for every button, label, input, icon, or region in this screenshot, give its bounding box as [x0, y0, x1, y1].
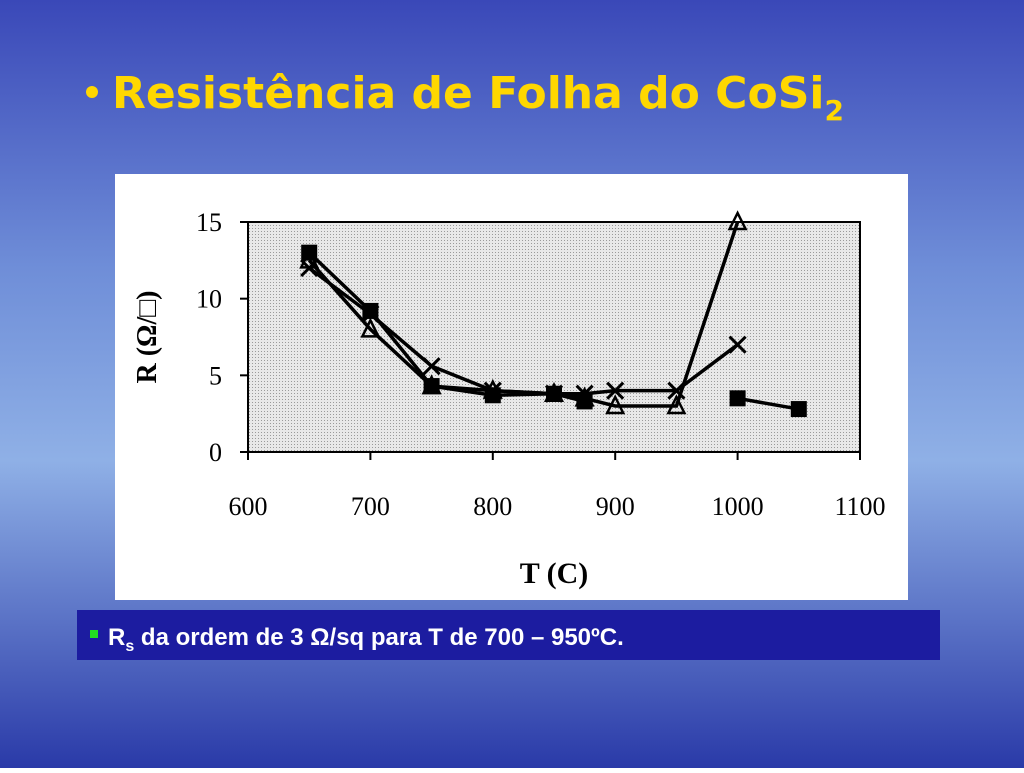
marker	[728, 335, 747, 354]
x-tick-label: 1000	[712, 492, 764, 521]
title-bullet	[86, 86, 98, 98]
y-axis-label: R (Ω/□)	[132, 291, 163, 384]
note: Rs da ordem de 3 Ω/sq para T de 700 – 95…	[108, 624, 624, 655]
marker	[667, 381, 686, 400]
x-tick-label: 700	[351, 492, 390, 521]
marker	[727, 210, 748, 231]
marker	[544, 384, 564, 403]
marker	[729, 390, 746, 407]
marker	[360, 317, 381, 338]
plot-area	[247, 221, 861, 453]
marker	[605, 394, 626, 415]
marker	[300, 258, 319, 278]
y-tick-label: 15	[196, 208, 222, 237]
chart: 0 5 10 15 600 700 800 900 1000 1100 T (C) R (Ω/□)	[132, 208, 886, 590]
marker	[422, 357, 441, 376]
marker	[790, 401, 807, 418]
marker	[606, 381, 625, 400]
x-tick-label: 600	[229, 492, 268, 521]
y-tick-label: 10	[196, 285, 222, 314]
x-tick-label: 1100	[834, 492, 885, 521]
note-box	[77, 610, 940, 660]
note-subscript: s	[125, 638, 134, 655]
marker	[483, 381, 502, 400]
y-tick-label: 5	[209, 361, 222, 390]
x-axis-label: T (C)	[520, 557, 589, 590]
title-text: Resistência de Folha do CoSi	[112, 68, 824, 119]
x-tick-label: 900	[596, 492, 635, 521]
slide-title: Resistência de Folha do CoSi2	[112, 68, 844, 127]
marker	[421, 374, 442, 395]
y-tick-label: 0	[209, 438, 222, 467]
x-tick-label: 800	[473, 492, 512, 521]
marker	[575, 384, 594, 403]
note-bullet	[90, 630, 98, 638]
note-symbol: R	[108, 624, 125, 651]
marker	[362, 302, 379, 319]
note-text: da ordem de 3 Ω/sq para T de 700 – 950ºC…	[134, 624, 624, 651]
title-subscript: 2	[824, 94, 843, 127]
marker	[361, 304, 380, 324]
marker	[666, 394, 687, 415]
